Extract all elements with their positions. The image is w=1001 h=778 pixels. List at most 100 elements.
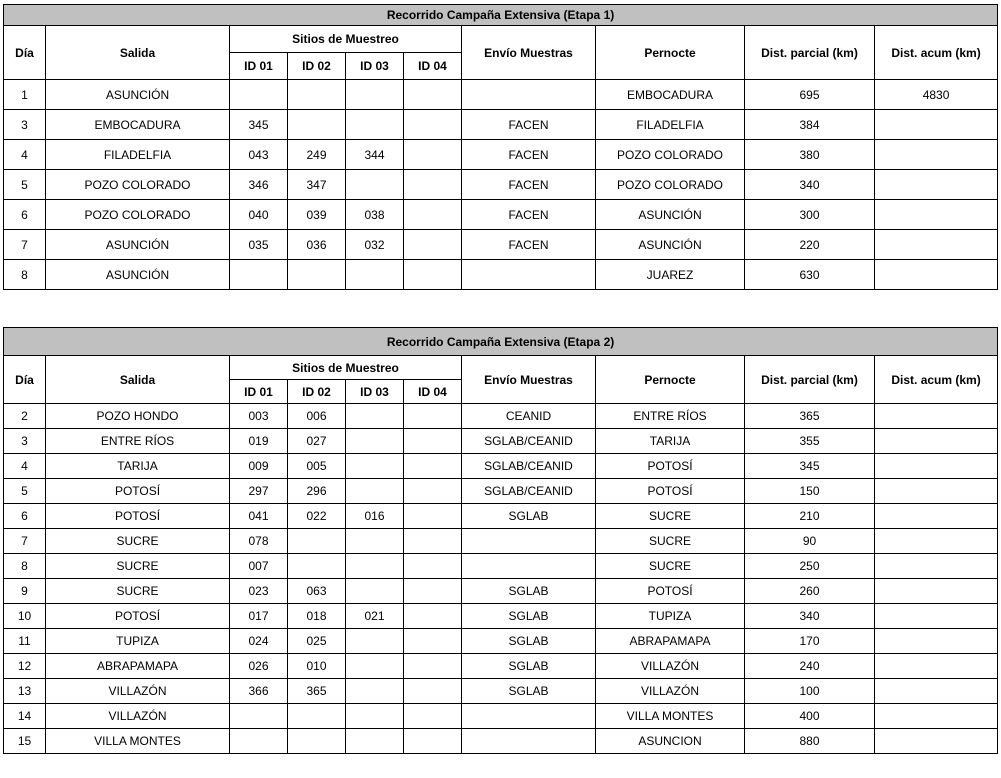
cell-id04 xyxy=(403,109,462,140)
cell-dia: 5 xyxy=(3,478,46,504)
cell-id04 xyxy=(403,199,462,230)
cell-envio: FACEN xyxy=(461,229,596,260)
cell-envio: FACEN xyxy=(461,139,596,170)
cell-salida: POTOSÍ xyxy=(45,503,230,529)
table-row: 6 POZO COLORADO 040 039 038 FACEN ASUNCIÓN 300 xyxy=(3,199,999,230)
cell-dia: 14 xyxy=(3,703,46,729)
cell-dist-parcial: 220 xyxy=(744,229,875,260)
column-header-envio: Envío Muestras xyxy=(461,25,596,80)
table-row: 5 POZO COLORADO 346 347 FACEN POZO COLORADO 34… xyxy=(3,169,999,200)
cell-envio: FACEN xyxy=(461,169,596,200)
cell-id01: 023 xyxy=(229,578,288,604)
cell-id03 xyxy=(345,703,404,729)
cell-dist-parcial: 340 xyxy=(744,603,875,629)
cell-pernocte: POZO COLORADO xyxy=(595,169,745,200)
cell-dia: 15 xyxy=(3,728,46,754)
cell-salida: SUCRE xyxy=(45,528,230,554)
title-row: Recorrido Campaña Extensiva (Etapa 2) xyxy=(2,327,999,356)
cell-id02: 027 xyxy=(287,428,346,454)
cell-envio: FACEN xyxy=(461,199,596,230)
cell-salida: SUCRE xyxy=(45,553,230,579)
cell-id01: 041 xyxy=(229,503,288,529)
cell-dia: 6 xyxy=(3,199,46,230)
cell-dia: 4 xyxy=(3,453,46,479)
cell-salida: ASUNCIÓN xyxy=(45,229,230,260)
cell-salida: POTOSÍ xyxy=(45,603,230,629)
table-title: Recorrido Campaña Extensiva (Etapa 2) xyxy=(2,327,999,356)
cell-pernocte: TUPIZA xyxy=(595,603,745,629)
table-row: 13 VILLAZÓN 366 365 SGLAB VILLAZÓN 100 xyxy=(3,678,999,704)
cell-envio: SGLAB xyxy=(461,578,596,604)
cell-envio xyxy=(461,259,596,290)
cell-id04 xyxy=(403,728,462,754)
cell-dist-acum xyxy=(873,169,999,200)
cell-id02 xyxy=(287,109,346,140)
cell-id04 xyxy=(403,503,462,529)
cell-id02: 022 xyxy=(287,503,346,529)
cell-salida: ABRAPAMAPA xyxy=(45,653,230,679)
cell-envio: SGLAB xyxy=(461,653,596,679)
cell-id02: 347 xyxy=(287,169,346,200)
cell-dist-acum xyxy=(873,139,999,170)
cell-dist-acum xyxy=(873,259,999,290)
cell-id03 xyxy=(345,79,404,110)
table-row: 14 VILLAZÓN VILLA MONTES 400 xyxy=(3,703,999,729)
cell-id01: 003 xyxy=(229,403,288,429)
cell-id01 xyxy=(229,728,288,754)
cell-salida: POZO COLORADO xyxy=(45,199,230,230)
cell-id02: 005 xyxy=(287,453,346,479)
cell-envio: SGLAB xyxy=(461,503,596,529)
cell-id03 xyxy=(345,428,404,454)
cell-dia: 6 xyxy=(3,503,46,529)
cell-dist-parcial: 340 xyxy=(744,169,875,200)
cell-salida: ASUNCIÓN xyxy=(45,79,230,110)
cell-pernocte: VILLAZÓN xyxy=(595,678,745,704)
column-header-id04: ID 04 xyxy=(403,52,462,80)
table-row: 10 POTOSÍ 017 018 021 SGLAB TUPIZA 340 xyxy=(3,603,999,629)
cell-pernocte: TARIJA xyxy=(595,428,745,454)
cell-dist-acum xyxy=(873,528,999,554)
cell-dia: 13 xyxy=(3,678,46,704)
cell-id04 xyxy=(403,169,462,200)
cell-pernocte: VILLA MONTES xyxy=(595,703,745,729)
cell-id02 xyxy=(287,528,346,554)
table-row: 15 VILLA MONTES ASUNCION 880 xyxy=(3,728,999,754)
column-header-id03: ID 03 xyxy=(345,52,404,80)
cell-dia: 9 xyxy=(3,578,46,604)
table-row: 9 SUCRE 023 063 SGLAB POTOSÍ 260 xyxy=(3,578,999,604)
cell-dist-acum xyxy=(873,428,999,454)
cell-id03 xyxy=(345,528,404,554)
cell-salida: SUCRE xyxy=(45,578,230,604)
cell-pernocte: ASUNCIÓN xyxy=(595,229,745,260)
cell-id01: 043 xyxy=(229,139,288,170)
cell-id01: 366 xyxy=(229,678,288,704)
cell-id04 xyxy=(403,603,462,629)
cell-id03 xyxy=(345,403,404,429)
cell-id03: 016 xyxy=(345,503,404,529)
cell-dist-parcial: 250 xyxy=(744,553,875,579)
cell-envio: SGLAB/CEANID xyxy=(461,453,596,479)
cell-envio xyxy=(461,703,596,729)
cell-dist-parcial: 100 xyxy=(744,678,875,704)
column-header-id01: ID 01 xyxy=(229,52,288,80)
table-row: 8 ASUNCIÓN JUAREZ 630 xyxy=(3,259,999,290)
cell-id04 xyxy=(403,453,462,479)
cell-id01: 007 xyxy=(229,553,288,579)
cell-dist-acum xyxy=(873,678,999,704)
cell-id04 xyxy=(403,229,462,260)
cell-dia: 10 xyxy=(3,603,46,629)
cell-id03: 038 xyxy=(345,199,404,230)
column-header-id02: ID 02 xyxy=(287,52,346,80)
cell-id02: 039 xyxy=(287,199,346,230)
cell-salida: TUPIZA xyxy=(45,628,230,654)
cell-id04 xyxy=(403,703,462,729)
cell-dia: 1 xyxy=(3,79,46,110)
cell-id02: 063 xyxy=(287,578,346,604)
cell-dia: 11 xyxy=(3,628,46,654)
cell-id02: 365 xyxy=(287,678,346,704)
cell-id01: 035 xyxy=(229,229,288,260)
cell-id01: 019 xyxy=(229,428,288,454)
cell-pernocte: POTOSÍ xyxy=(595,478,745,504)
cell-id04 xyxy=(403,79,462,110)
